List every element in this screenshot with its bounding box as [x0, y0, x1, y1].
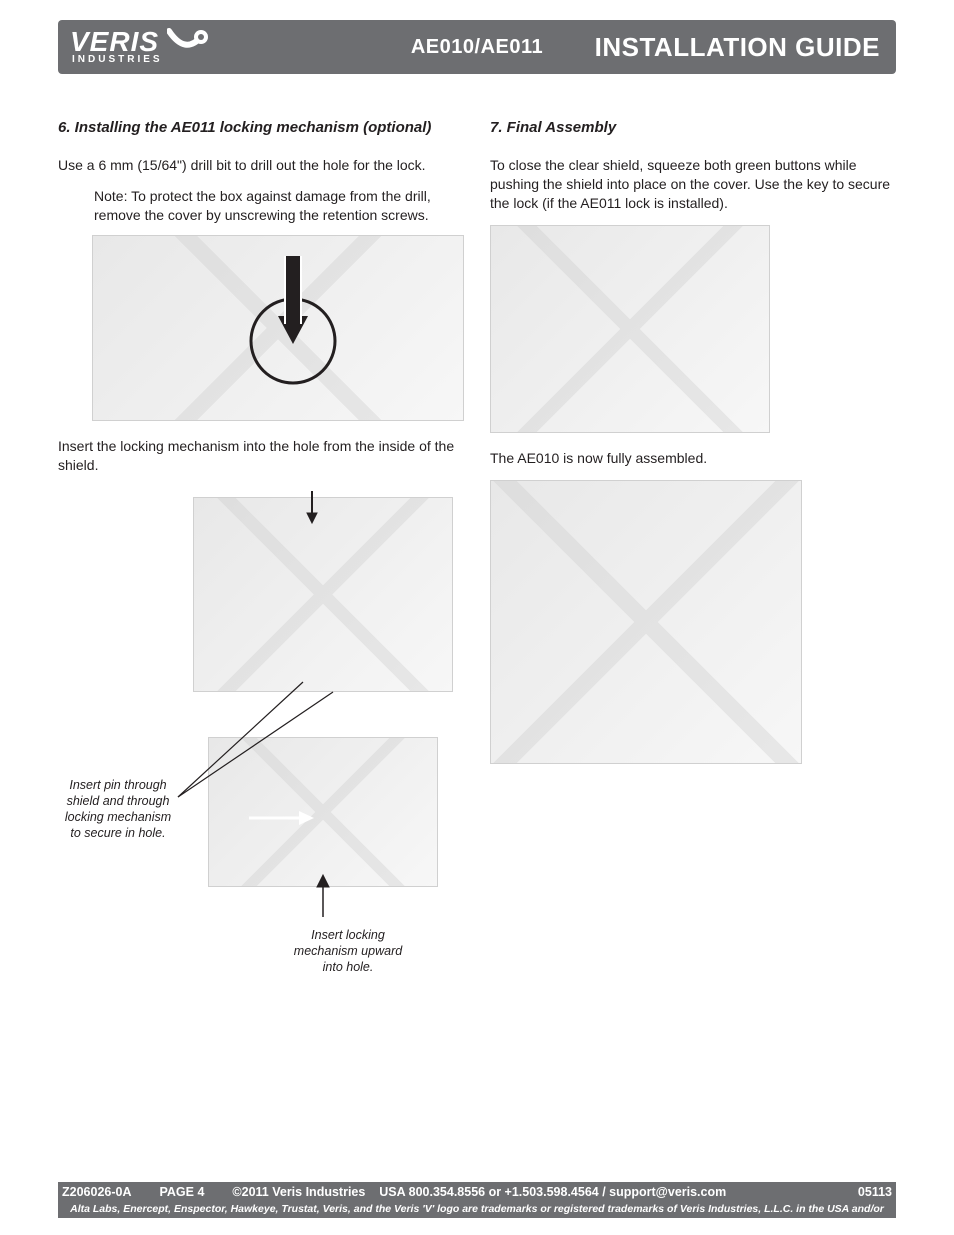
document-title: INSTALLATION GUIDE: [595, 32, 880, 63]
step-7-p2: The AE010 is now fully assembled.: [490, 449, 896, 468]
footer-page: PAGE 4: [160, 1185, 205, 1199]
logo-brand-text: VERIS: [70, 30, 163, 54]
figure-squeeze-buttons: [490, 225, 770, 433]
figure-drill-hole: [92, 235, 464, 421]
step-6-note: Note: To protect the box against damage …: [94, 187, 464, 225]
product-code: AE010/AE011: [411, 36, 543, 59]
right-column: 7. Final Assembly To close the clear shi…: [490, 118, 896, 999]
footer-trademark: Alta Labs, Enercept, Enspector, Hawkeye,…: [58, 1202, 896, 1218]
caption-insert-pin: Insert pin through shield and through lo…: [58, 777, 178, 842]
footer-copyright: ©2011 Veris Industries: [232, 1185, 365, 1199]
footer-contact: USA 800.354.8556 or +1.503.598.4564 / su…: [379, 1185, 726, 1199]
footer-date: 05113: [858, 1185, 892, 1199]
footer-bar: Z206026-0A PAGE 4 ©2011 Veris Industries…: [58, 1182, 896, 1218]
left-column: 6. Installing the AE011 locking mechanis…: [58, 118, 464, 999]
brand-logo: VERIS INDUSTRIES: [70, 27, 211, 67]
figure-lock-closeup: [208, 737, 438, 887]
locking-mechanism-diagram: Insert pin through shield and through lo…: [58, 487, 464, 987]
logo-swoosh-icon: [167, 27, 211, 67]
footer-docnum: Z206026-0A: [62, 1185, 132, 1199]
header-bar: VERIS INDUSTRIES AE010/AE011 INSTALLATIO…: [58, 20, 896, 74]
step-6-p1: Use a 6 mm (15/64") drill bit to drill o…: [58, 156, 464, 175]
callout-lines-icon: [58, 487, 464, 987]
step-6-p2: Insert the locking mechanism into the ho…: [58, 437, 464, 475]
step-7-p1: To close the clear shield, squeeze both …: [490, 156, 896, 213]
figure-fully-assembled: [490, 480, 802, 764]
step-6-heading: 6. Installing the AE011 locking mechanis…: [58, 118, 464, 138]
logo-sub-text: INDUSTRIES: [72, 56, 163, 65]
caption-insert-upward: Insert locking mechanism upward into hol…: [288, 927, 408, 976]
content-columns: 6. Installing the AE011 locking mechanis…: [58, 118, 896, 999]
step-7-heading: 7. Final Assembly: [490, 118, 896, 138]
